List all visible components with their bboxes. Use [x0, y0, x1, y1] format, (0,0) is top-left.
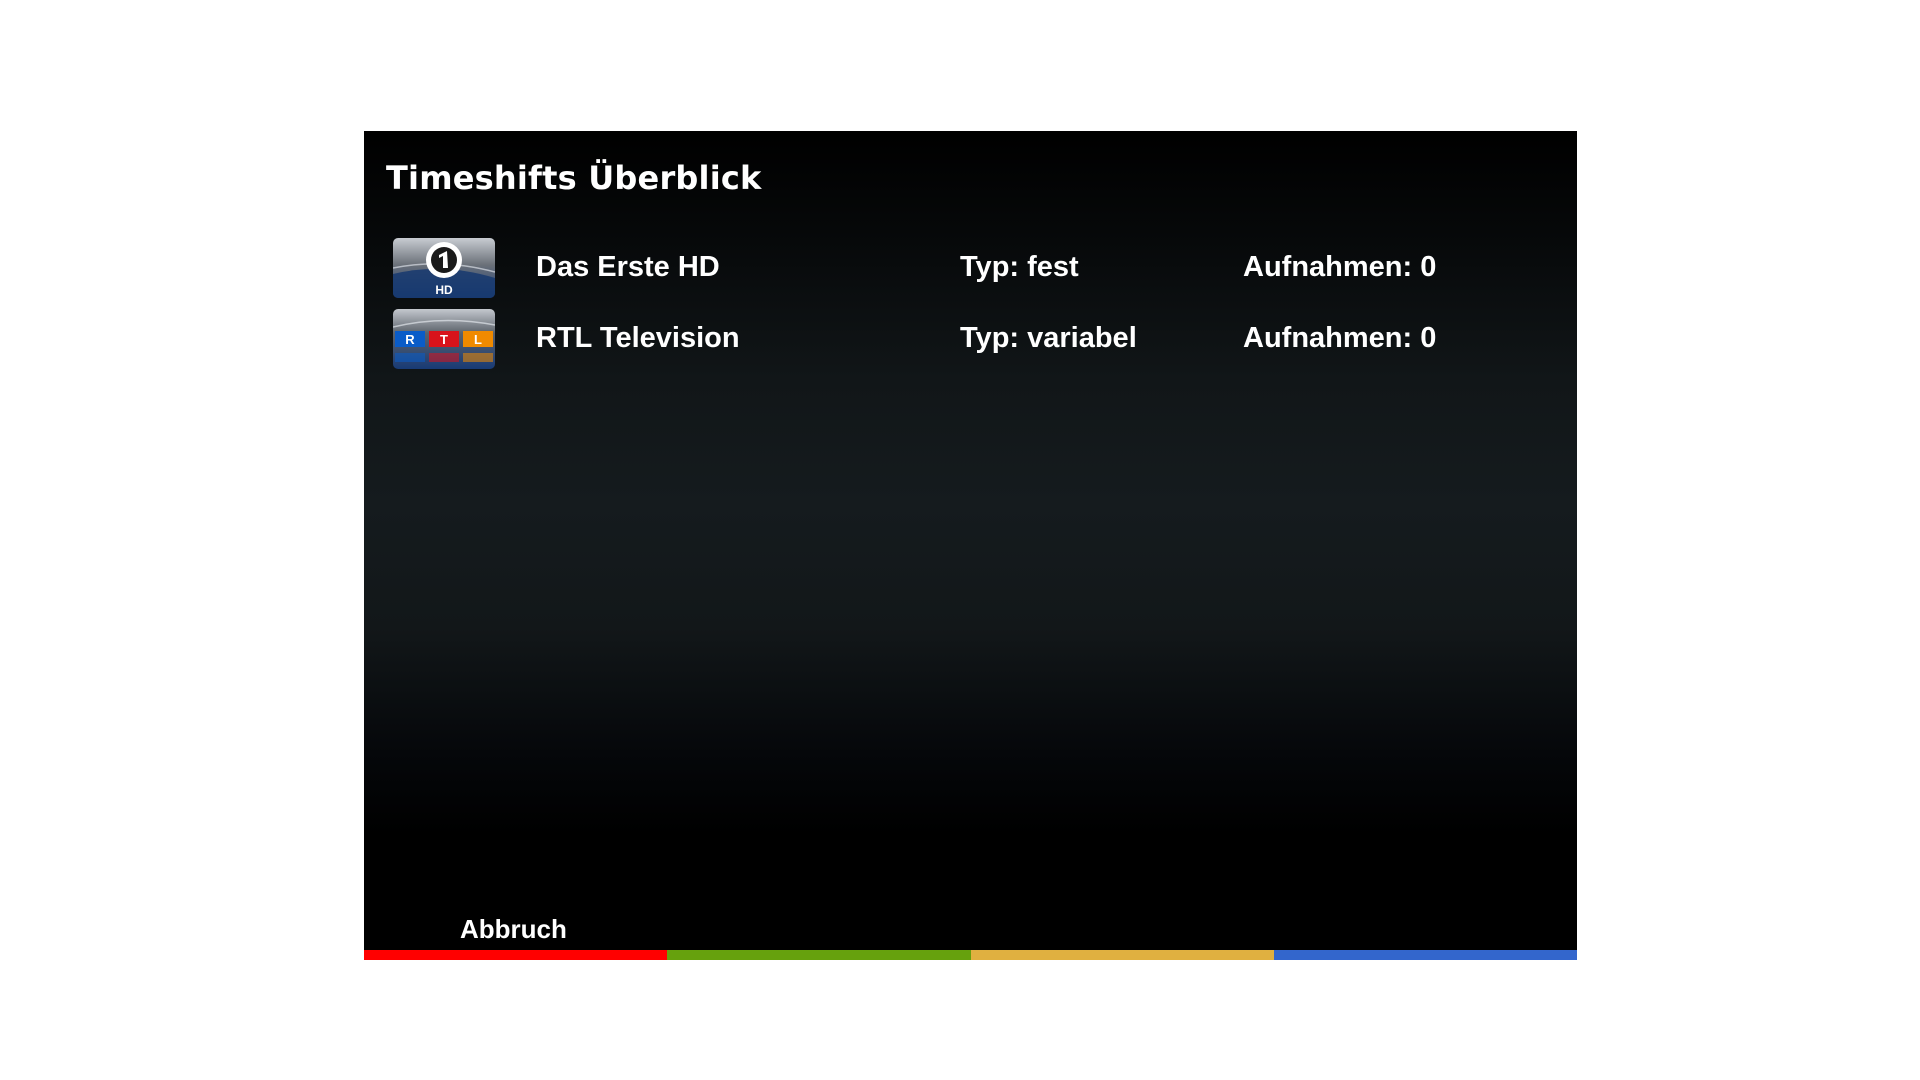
- red-key[interactable]: [364, 950, 668, 960]
- timeshift-type: Typ: variabel: [960, 322, 1137, 354]
- channel-name: RTL Television: [536, 322, 740, 354]
- recordings-count: Aufnahmen: 0: [1243, 322, 1437, 354]
- channel-row-das-erste[interactable]: HD Das Erste HD Typ: fest Aufnahmen: 0: [364, 238, 1577, 300]
- rtl-logo-letter-l: L: [474, 332, 482, 347]
- green-key[interactable]: [667, 950, 971, 960]
- das-erste-hd-logo-icon: HD: [393, 238, 495, 298]
- color-key-bar: [364, 950, 1577, 960]
- recordings-count: Aufnahmen: 0: [1243, 251, 1437, 283]
- yellow-key[interactable]: [970, 950, 1274, 960]
- abort-button-label[interactable]: Abbruch: [460, 914, 567, 944]
- rtl-logo-icon: R T L: [393, 309, 495, 369]
- channel-row-rtl[interactable]: R T L RTL Television Typ: variabel Aufna…: [364, 309, 1577, 371]
- timeshift-overview-dialog: Timeshifts Überblick HD Das: [364, 131, 1577, 960]
- das-erste-logo-hd-text: HD: [435, 283, 453, 297]
- rtl-logo-letter-r: R: [405, 332, 415, 347]
- rtl-logo-letter-t: T: [440, 332, 448, 347]
- channel-name: Das Erste HD: [536, 251, 720, 283]
- dialog-title: Timeshifts Überblick: [386, 159, 762, 197]
- timeshift-type: Typ: fest: [960, 251, 1079, 283]
- blue-key[interactable]: [1273, 950, 1577, 960]
